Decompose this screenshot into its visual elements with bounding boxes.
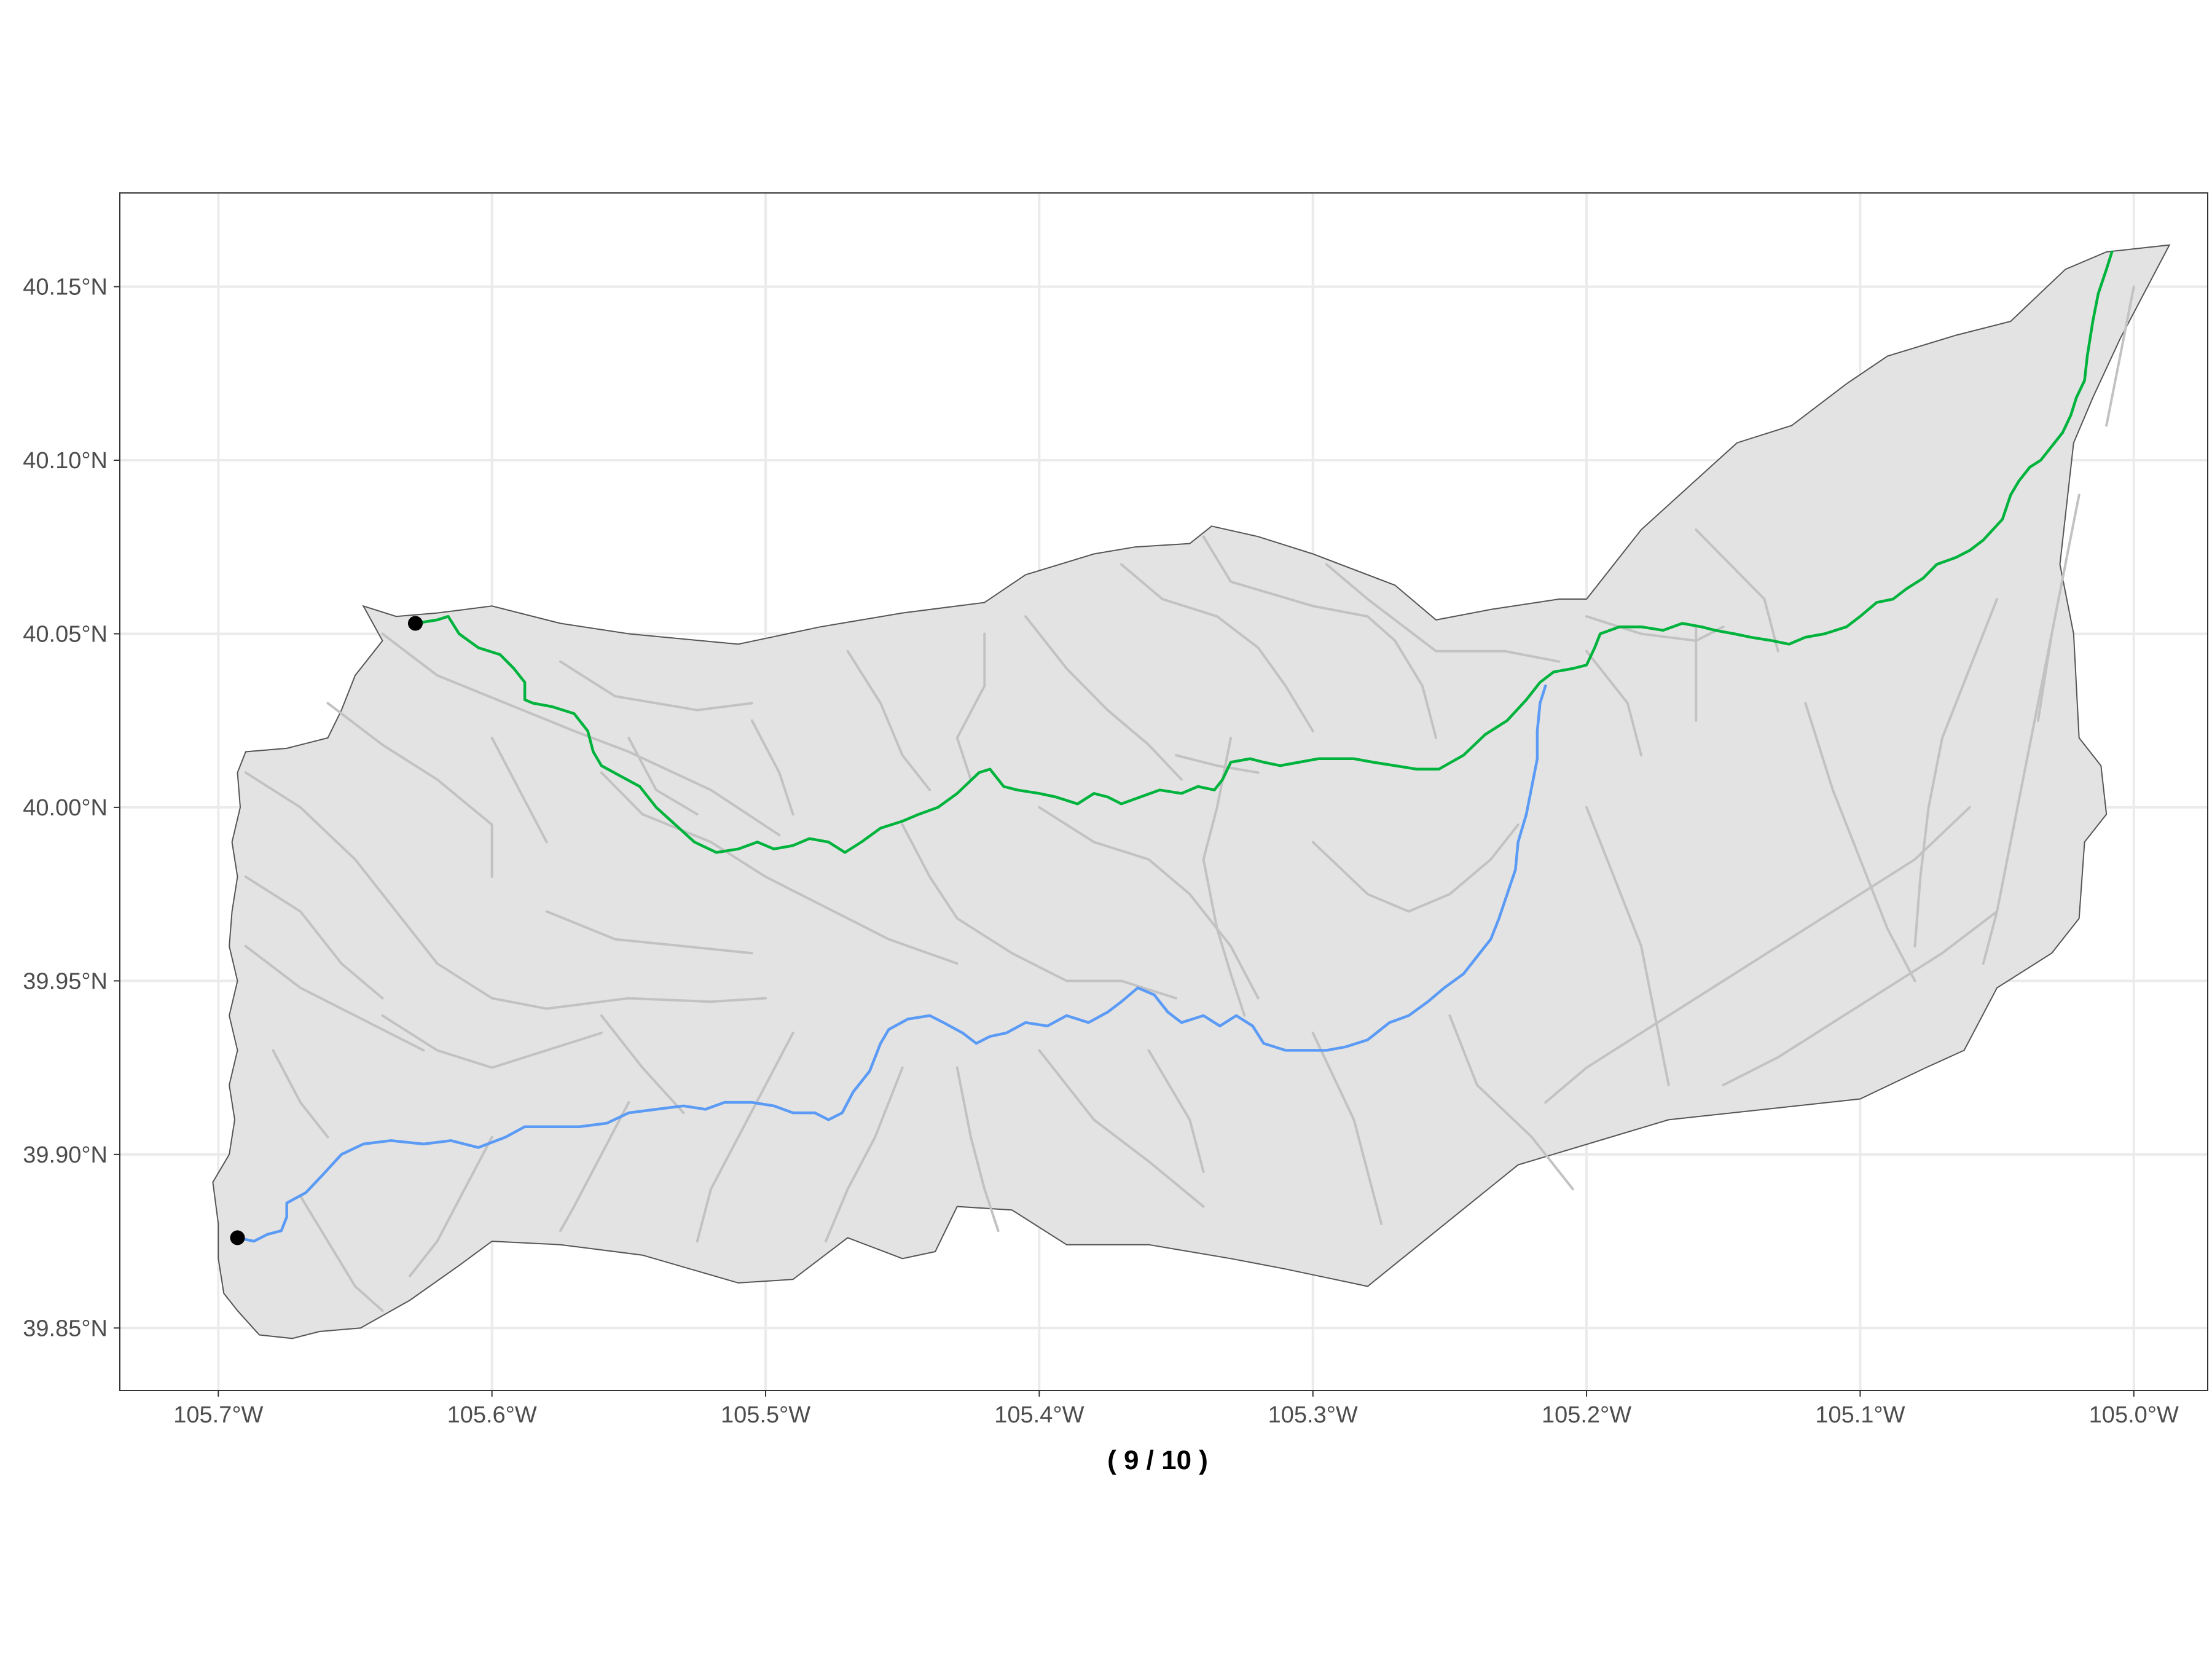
outlet-point [230, 1230, 245, 1245]
x-tick-label: 105.0°W [2089, 1402, 2179, 1428]
x-tick-label: 105.7°W [173, 1402, 263, 1428]
tributary-line [381, 632, 781, 837]
tributary-line [1448, 1014, 1574, 1191]
y-tick-label: 40.10°N [23, 448, 108, 474]
outlet-points [230, 616, 423, 1245]
tributary-line [559, 1101, 630, 1233]
tributary-line [825, 1066, 904, 1243]
tributary-line [600, 1014, 685, 1115]
tributary-line [1585, 806, 1670, 1086]
y-tick-label: 39.95°N [23, 968, 108, 994]
blue-river-line [236, 684, 1547, 1243]
tributary-line [1722, 910, 1999, 1086]
tributary-line [409, 1135, 493, 1277]
tributary-line [490, 736, 548, 844]
tributary-line [2105, 285, 2135, 427]
y-tick-label: 39.90°N [23, 1142, 108, 1168]
tributary-line [627, 736, 699, 816]
x-tick-label: 105.1°W [1815, 1402, 1905, 1428]
tributary-line [244, 944, 425, 1052]
tributary-line [901, 823, 1177, 1000]
plot-panel-border [119, 192, 2208, 1391]
tributary-line [1038, 1049, 1205, 1208]
x-tick-label: 105.5°W [721, 1402, 810, 1428]
x-tick-label: 105.4°W [994, 1402, 1084, 1428]
tributary-line [1202, 535, 1438, 739]
tributary-line [1695, 528, 1779, 653]
y-tick-label: 40.15°N [23, 275, 108, 300]
tributary-line [244, 875, 384, 1000]
tributary-line [750, 719, 794, 816]
tributary-line [1024, 615, 1183, 781]
tributary-line [1311, 823, 1520, 913]
tributary-line [846, 649, 931, 791]
tributary-line [1311, 1032, 1383, 1225]
tributary-line [955, 632, 986, 781]
tributary-line [1913, 598, 1999, 947]
y-tick-label: 40.05°N [23, 621, 108, 647]
tributary-line [1038, 806, 1260, 1000]
tributary-line [600, 771, 959, 965]
x-tick-label: 105.3°W [1268, 1402, 1358, 1428]
tributary-line [1325, 563, 1561, 663]
tributary-line [326, 702, 493, 878]
tributary-line [299, 1194, 384, 1312]
x-tick-label: 105.6°W [447, 1402, 537, 1428]
y-axis: 40.15°N 40.10°N 40.05°N 40.00°N 39.95°N 39.90… [23, 275, 120, 1341]
green-river-line [414, 250, 2114, 854]
tributary-line [955, 1066, 1000, 1233]
tributary-line [1982, 632, 2053, 965]
tributary-line [1175, 754, 1260, 774]
watershed-basin [212, 244, 2171, 1339]
tributary-line [1202, 736, 1246, 1017]
tributary-line [381, 1014, 603, 1069]
x-axis: 105.7°W 105.6°W 105.5°W 105.4°W 105.3°W 105.2… [173, 1390, 2179, 1428]
tributary-line [1147, 1049, 1205, 1174]
x-tick-label: 105.2°W [1542, 1402, 1631, 1428]
main-rivers [236, 250, 2114, 1243]
tributary-line [1120, 563, 1314, 732]
outlet-point [407, 616, 423, 631]
tributary-line [559, 660, 753, 712]
tributary-line [1544, 806, 1971, 1104]
basin-polygon [212, 244, 2171, 1339]
tributary-line [545, 910, 753, 955]
tributary-line [2036, 493, 2081, 722]
map-caption: ( 9 / 10 ) [1107, 1445, 1208, 1475]
tributary-line [1804, 702, 1916, 982]
tributary-line [1585, 615, 1725, 642]
tributary-line [272, 1049, 329, 1139]
y-tick-label: 39.85°N [23, 1316, 108, 1341]
y-tick-label: 40.00°N [23, 795, 108, 821]
tributary-line [696, 1032, 794, 1243]
tributary-line [1585, 649, 1643, 757]
tributary-streams [244, 285, 2135, 1312]
tributary-line [244, 771, 767, 1010]
